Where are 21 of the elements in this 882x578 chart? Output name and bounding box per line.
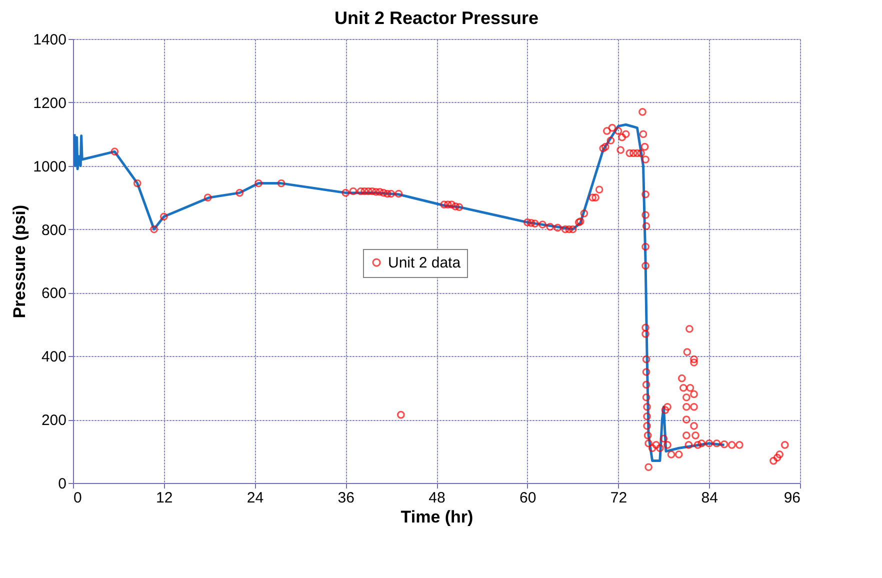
- x-tick-label: 0: [74, 490, 82, 506]
- y-tick-label: 1400: [33, 32, 66, 48]
- y-tick-label: 1000: [33, 158, 66, 176]
- y-tick-label: 200: [41, 412, 66, 430]
- y-axis-title: Pressure (psi): [10, 204, 30, 318]
- y-tick-label: 0: [58, 476, 66, 492]
- x-tick-label: 12: [156, 490, 173, 506]
- legend-label: Unit 2 data: [388, 254, 462, 272]
- y-tick-label: 1200: [33, 94, 66, 112]
- x-tick-label: 72: [610, 490, 628, 506]
- x-tick-label: 48: [428, 490, 446, 506]
- x-tick-label: 96: [784, 490, 800, 506]
- y-tick-label: 800: [41, 222, 66, 239]
- x-axis-title: Time (hr): [400, 508, 474, 526]
- x-tick-label: 60: [520, 490, 536, 506]
- x-tick-label: 36: [338, 490, 354, 506]
- y-tick-label: 400: [41, 348, 66, 366]
- y-tick-label: 600: [41, 285, 66, 302]
- chart-title: Unit 2 Reactor Pressure: [334, 8, 539, 28]
- x-tick-label: 84: [701, 490, 718, 506]
- x-tick-label: 24: [246, 490, 264, 506]
